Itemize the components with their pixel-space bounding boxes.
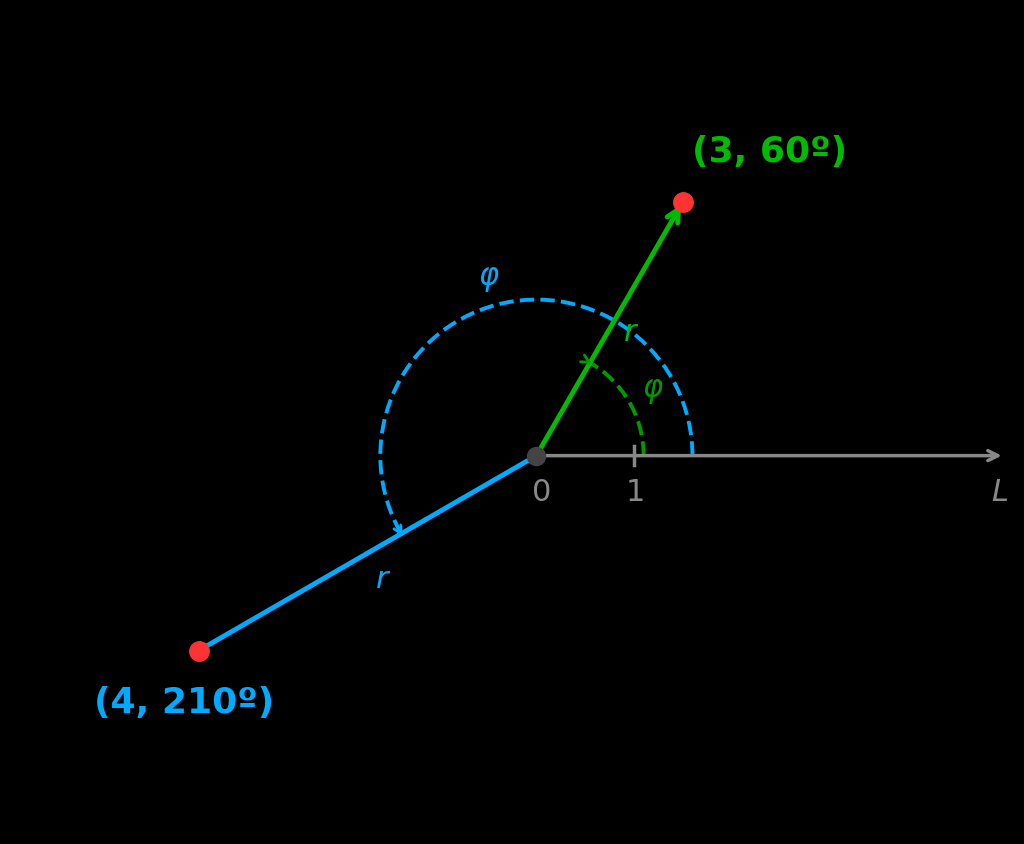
Text: r: r — [376, 565, 388, 593]
Text: L: L — [991, 478, 1008, 506]
Text: r: r — [625, 317, 637, 347]
Text: (4, 210º): (4, 210º) — [94, 685, 274, 719]
Text: φ: φ — [643, 375, 663, 403]
Text: (3, 60º): (3, 60º) — [692, 135, 848, 169]
Text: 0: 0 — [531, 478, 551, 506]
Text: φ: φ — [478, 262, 499, 292]
Text: 1: 1 — [626, 478, 645, 506]
